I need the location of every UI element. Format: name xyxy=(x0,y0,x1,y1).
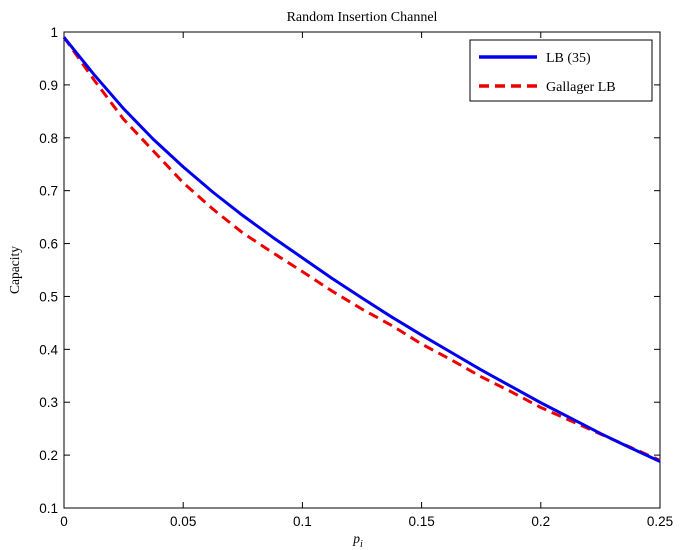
y-tick-label: 0.6 xyxy=(39,237,58,252)
x-axis-label-main: p xyxy=(352,531,360,546)
y-tick-label: 0.8 xyxy=(39,131,58,146)
x-tick-label: 0 xyxy=(60,514,68,529)
plot-area xyxy=(63,31,661,509)
x-axis-label: pi xyxy=(352,531,363,550)
y-tick-label: 0.9 xyxy=(39,78,58,93)
series-lines xyxy=(62,36,661,463)
y-tick-label: 0.3 xyxy=(39,395,58,410)
x-tick-label: 0.15 xyxy=(408,514,434,529)
y-tick-label: 0.5 xyxy=(39,289,58,304)
series-line-gallager-lb xyxy=(62,36,661,462)
ticks: 0 0.05 0.1 0.15 0.2 0.25 0.1 0.2 0.3 0.4 0.5 0.6 0.7… xyxy=(39,25,673,529)
x-tick-label: 0.25 xyxy=(647,514,673,529)
y-tick-label: 0.2 xyxy=(39,448,58,463)
y-tick-label: 1 xyxy=(50,25,58,40)
x-tick-label: 0.05 xyxy=(170,514,196,529)
y-tick-label: 0.7 xyxy=(39,184,58,199)
legend-label-lb35: LB (35) xyxy=(546,51,591,66)
legend: LB (35) Gallager LB xyxy=(469,39,653,102)
y-tick-label: 0.1 xyxy=(39,501,58,516)
legend-label-gallager: Gallager LB xyxy=(546,80,616,95)
series-line-lb35 xyxy=(62,36,661,463)
y-tick-label: 0.4 xyxy=(39,342,58,357)
y-axis-label: Capacity xyxy=(7,246,22,294)
x-axis-label-subscript: i xyxy=(360,539,363,550)
x-tick-label: 0.1 xyxy=(293,514,312,529)
legend-box xyxy=(469,39,653,102)
x-tick-label: 0.2 xyxy=(531,514,550,529)
chart-title: Random Insertion Channel xyxy=(287,10,438,25)
